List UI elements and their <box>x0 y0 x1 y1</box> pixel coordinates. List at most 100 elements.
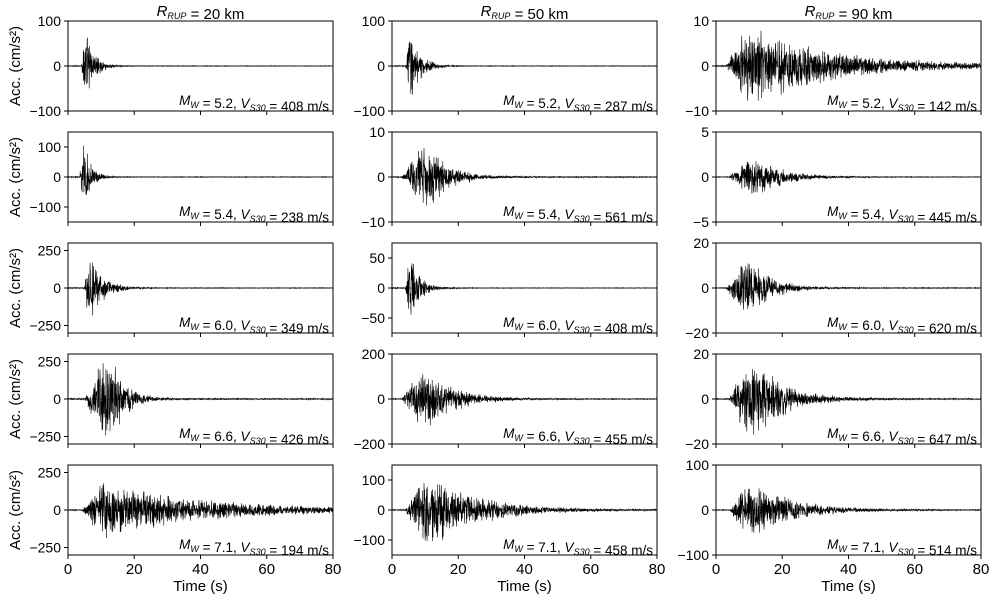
panel-r0-c1: −100 0 100 MW = 5.2, VS30 = 287 m/s <box>353 13 658 119</box>
y-tick-label: 0 <box>53 502 61 518</box>
x-axis-label: Time (s) <box>497 578 551 595</box>
panel-annotation: MW = 6.6, VS30 = 426 m/s <box>179 426 329 447</box>
panel-annotation: MW = 6.0, VS30 = 620 m/s <box>827 315 977 336</box>
y-tick-label: 5 <box>701 124 709 140</box>
y-tick-label: −20 <box>685 325 709 341</box>
x-tick-label: 20 <box>774 561 791 578</box>
y-tick-label: −5 <box>693 214 709 230</box>
panel-r0-c0: −100 0 100 MW = 5.2, VS30 = 408 m/s Acc. (cm… <box>7 13 334 119</box>
waveform-series <box>67 37 334 89</box>
x-tick-label: 60 <box>258 561 275 578</box>
y-tick-label: 250 <box>38 243 62 259</box>
x-tick-label: 0 <box>64 561 72 578</box>
waveform-series <box>67 262 334 316</box>
y-tick-label: 200 <box>362 346 386 362</box>
panel-annotation: MW = 5.4, VS30 = 561 m/s <box>503 204 653 225</box>
column-title-1: RRUP = 50 km <box>481 3 569 23</box>
x-tick-label: 40 <box>192 561 209 578</box>
y-tick-label: −250 <box>29 540 61 556</box>
panel-annotation: MW = 7.1, VS30 = 458 m/s <box>503 537 653 558</box>
y-axis-label: Acc. (cm/s²) <box>7 359 24 439</box>
y-tick-label: 0 <box>377 391 385 407</box>
panel-annotation: MW = 7.1, VS30 = 514 m/s <box>827 537 977 558</box>
waveform-series <box>391 41 658 95</box>
panel-r3-c0: −250 0 250 MW = 6.6, VS30 = 426 m/s Acc. (cm… <box>7 353 334 448</box>
y-tick-label: 0 <box>377 169 385 185</box>
panel-annotation: MW = 5.4, VS30 = 445 m/s <box>827 204 977 225</box>
panel-annotation: MW = 6.0, VS30 = 349 m/s <box>179 315 329 336</box>
panel-r1-c2: −5 0 5 MW = 5.4, VS30 = 445 m/s <box>693 124 982 230</box>
x-tick-label: 0 <box>712 561 720 578</box>
y-tick-label: 0 <box>53 391 61 407</box>
waveform-series <box>715 30 982 101</box>
x-tick-label: 80 <box>973 561 990 578</box>
panel-r2-c2: −20 0 20 MW = 6.0, VS30 = 620 m/s <box>685 235 982 341</box>
x-tick-label: 60 <box>906 561 923 578</box>
waveform-series <box>67 145 334 195</box>
y-tick-label: 0 <box>377 58 385 74</box>
y-tick-label: −50 <box>361 310 385 326</box>
y-tick-label: 0 <box>53 280 61 296</box>
waveform-series <box>391 482 658 542</box>
panel-annotation: MW = 7.1, VS30 = 194 m/s <box>179 537 329 558</box>
y-tick-label: 0 <box>53 58 61 74</box>
y-tick-label: −100 <box>353 103 385 119</box>
x-tick-label: 40 <box>840 561 857 578</box>
y-tick-label: 0 <box>377 502 385 518</box>
panel-annotation: MW = 5.4, VS30 = 238 m/s <box>179 204 329 225</box>
y-tick-label: 10 <box>369 124 385 140</box>
panel-r1-c0: −100 0 100 MW = 5.4, VS30 = 238 m/s Acc. (cm… <box>7 131 334 226</box>
panel-annotation: MW = 5.2, VS30 = 287 m/s <box>503 93 653 114</box>
waveform-series <box>67 483 334 539</box>
y-tick-label: 0 <box>701 502 709 518</box>
y-tick-label: 0 <box>701 391 709 407</box>
y-tick-label: 0 <box>377 280 385 296</box>
y-axis-label: Acc. (cm/s²) <box>7 470 24 550</box>
y-tick-label: 250 <box>38 465 62 481</box>
y-tick-label: 0 <box>701 280 709 296</box>
y-tick-label: −250 <box>29 318 61 334</box>
x-axis-label: Time (s) <box>821 578 875 595</box>
panel-annotation: MW = 5.2, VS30 = 408 m/s <box>179 93 329 114</box>
x-tick-label: 20 <box>126 561 143 578</box>
x-tick-label: 20 <box>450 561 467 578</box>
panel-annotation: MW = 6.6, VS30 = 647 m/s <box>827 426 977 447</box>
y-tick-label: 0 <box>701 169 709 185</box>
panel-r2-c0: −250 0 250 MW = 6.0, VS30 = 349 m/s Acc. (cm… <box>7 242 334 337</box>
y-tick-label: −100 <box>29 199 61 215</box>
y-tick-label: 20 <box>693 235 709 251</box>
panel-r0-c2: −10 0 10 MW = 5.2, VS30 = 142 m/s <box>685 13 982 119</box>
y-tick-label: 0 <box>701 58 709 74</box>
panel-annotation: MW = 6.6, VS30 = 455 m/s <box>503 426 653 447</box>
y-tick-label: −20 <box>685 436 709 452</box>
y-tick-label: 20 <box>693 346 709 362</box>
y-tick-label: 100 <box>362 13 386 29</box>
panel-r2-c1: −50 0 50 MW = 6.0, VS30 = 408 m/s <box>361 242 658 337</box>
y-tick-label: 100 <box>38 13 62 29</box>
y-tick-label: −10 <box>685 103 709 119</box>
panel-r3-c2: −20 0 20 MW = 6.6, VS30 = 647 m/s <box>685 346 982 452</box>
y-tick-label: 100 <box>686 457 710 473</box>
x-tick-label: 60 <box>582 561 599 578</box>
y-tick-label: 250 <box>38 354 62 370</box>
y-tick-label: 10 <box>693 13 709 29</box>
y-tick-label: −100 <box>353 532 385 548</box>
y-tick-label: 100 <box>362 472 386 488</box>
y-tick-label: −100 <box>677 547 709 563</box>
waveform-series <box>715 368 982 435</box>
panel-r1-c1: −10 0 10 MW = 5.4, VS30 = 561 m/s <box>361 124 658 230</box>
x-tick-label: 0 <box>388 561 396 578</box>
panel-annotation: MW = 6.0, VS30 = 408 m/s <box>503 315 653 336</box>
column-title-0: RRUP = 20 km <box>157 3 245 23</box>
y-tick-label: −100 <box>29 103 61 119</box>
column-title-2: RRUP = 90 km <box>805 3 893 23</box>
x-tick-label: 80 <box>325 561 342 578</box>
y-tick-label: −250 <box>29 429 61 445</box>
waveform-series <box>715 263 982 310</box>
waveform-series <box>391 374 658 426</box>
waveform-series <box>715 488 982 533</box>
waveform-series <box>391 263 658 315</box>
